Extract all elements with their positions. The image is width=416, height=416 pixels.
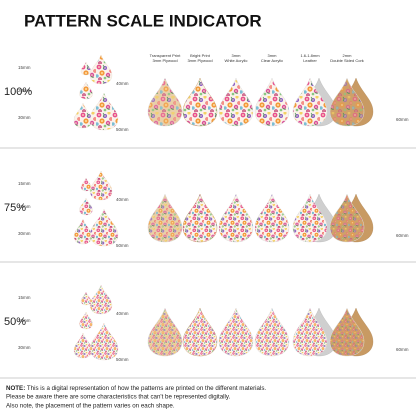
sample-drop: [89, 208, 119, 247]
scale-label: 100%: [4, 86, 32, 98]
material-drop: [218, 307, 254, 357]
material-drop: [292, 193, 328, 243]
note-label: NOTE:: [6, 385, 25, 392]
size-label: 30mm: [18, 345, 31, 350]
size-label: 30mm: [18, 231, 31, 236]
material-drop: [329, 193, 365, 243]
sample-drop: [89, 284, 113, 315]
material-drop: [292, 77, 328, 127]
size-label: 15mm: [18, 65, 31, 70]
note-line: NOTE: This is a digital representation o…: [6, 385, 266, 392]
material-name: 3mm: [232, 53, 242, 58]
material-drop: [147, 307, 183, 357]
scale-label: 75%: [4, 202, 26, 214]
material-name: Bright Print: [190, 53, 211, 58]
sample-drop: [73, 218, 93, 245]
material-drop: [182, 193, 218, 243]
size-label: 50mm: [116, 243, 129, 248]
size-label: 60mm: [396, 117, 409, 122]
size-label: 15mm: [18, 295, 31, 300]
sample-drop: [79, 197, 93, 216]
note-line: Also note, the placement of the pattern …: [6, 403, 175, 410]
material-name: 2mm: [343, 53, 353, 58]
scale-label: 50%: [4, 316, 26, 328]
sample-drop: [73, 332, 93, 359]
material-drop: [147, 193, 183, 243]
material-drop: [254, 77, 290, 127]
material-drop: [292, 307, 328, 357]
material-name: 1.6-1.8mm: [300, 53, 320, 58]
material-drop: [218, 77, 254, 127]
size-label: 50mm: [116, 357, 129, 362]
size-label: 60mm: [396, 347, 409, 352]
material-name: 3mm Plywood: [187, 58, 212, 63]
material-drop: [329, 77, 365, 127]
material-drop: [254, 193, 290, 243]
sample-drop: [89, 170, 113, 201]
sample-drop: [80, 177, 92, 192]
sample-drop: [80, 291, 92, 306]
sample-drop: [89, 92, 119, 131]
sample-drop: [89, 54, 113, 85]
sample-drop: [89, 322, 119, 361]
material-name: 3mm Plywood: [152, 58, 177, 63]
material-drop: [147, 77, 183, 127]
material-drop: [182, 77, 218, 127]
size-label: 20mm: [18, 318, 31, 323]
size-label: 40mm: [116, 197, 129, 202]
sample-drop: [80, 61, 92, 76]
material-drop: [254, 307, 290, 357]
sample-drop: [79, 311, 93, 330]
material-drop: [329, 307, 365, 357]
material-name: Transparent Print: [150, 53, 182, 58]
note-line: Please be aware there are some character…: [6, 394, 231, 401]
sample-drop: [79, 81, 93, 100]
sample-drop: [73, 102, 93, 129]
material-name: 3mm: [268, 53, 278, 58]
size-label: 15mm: [18, 181, 31, 186]
size-label: 20mm: [18, 88, 31, 93]
material-name: Double Sided Cork: [330, 58, 364, 63]
note-text: This is a digital representation of how …: [27, 385, 267, 392]
material-drop: [182, 307, 218, 357]
material-name: White Acrylic: [225, 58, 248, 63]
title: PATTERN SCALE INDICATOR: [24, 11, 262, 30]
size-label: 40mm: [116, 311, 129, 316]
material-name: Leather: [303, 58, 317, 63]
material-name: Clear Acrylic: [261, 58, 283, 63]
size-label: 50mm: [116, 127, 129, 132]
size-label: 40mm: [116, 81, 129, 86]
size-label: 30mm: [18, 115, 31, 120]
material-drop: [218, 193, 254, 243]
size-label: 20mm: [18, 204, 31, 209]
size-label: 60mm: [396, 233, 409, 238]
